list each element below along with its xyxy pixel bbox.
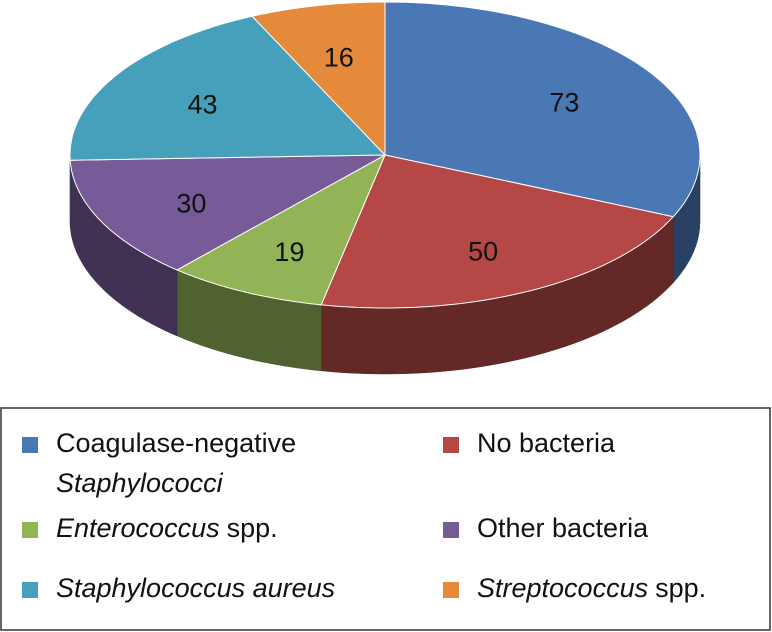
slice	[320, 154, 675, 309]
legend-swatch	[443, 437, 459, 453]
legend-label-part: Staphylococcus aureus	[56, 573, 335, 603]
legend-label-part: spp.	[655, 573, 706, 603]
value-label: 50	[468, 237, 498, 267]
legend-swatch	[443, 582, 459, 598]
legend-label-part: Staphylococci	[56, 468, 224, 498]
legend-label-part: spp.	[227, 513, 278, 543]
legend-label: Streptococcus spp.	[477, 573, 706, 603]
value-label: 16	[324, 43, 354, 73]
value-label: 73	[549, 87, 579, 117]
legend-label-part: Coagulase-negative	[56, 428, 296, 458]
value-label: 43	[187, 90, 217, 120]
slice	[251, 1, 386, 157]
legend-label: Other bacteria	[477, 513, 649, 543]
legend-label: Coagulase-negative Staphylococci	[56, 428, 296, 498]
legend-label: Enterococcus spp.	[56, 513, 278, 543]
slice	[69, 154, 386, 271]
slice	[175, 153, 387, 306]
legend-swatch	[22, 582, 38, 598]
legend-box	[0, 407, 771, 631]
legend-swatch	[443, 522, 459, 538]
value-label: 19	[274, 237, 304, 267]
legend-label-part: No bacteria	[477, 428, 616, 458]
legend-swatch	[22, 437, 38, 453]
slice	[69, 15, 387, 161]
legend-label-part: Streptococcus	[477, 573, 648, 603]
legend-label: Staphylococcus aureus	[56, 573, 335, 603]
legend-label-part: Enterococcus	[56, 513, 220, 543]
legend-label: No bacteria	[477, 428, 616, 458]
slice	[384, 1, 701, 218]
legend-swatch	[22, 522, 38, 538]
legend-label-part: Other bacteria	[477, 513, 649, 543]
value-label: 30	[176, 189, 206, 219]
